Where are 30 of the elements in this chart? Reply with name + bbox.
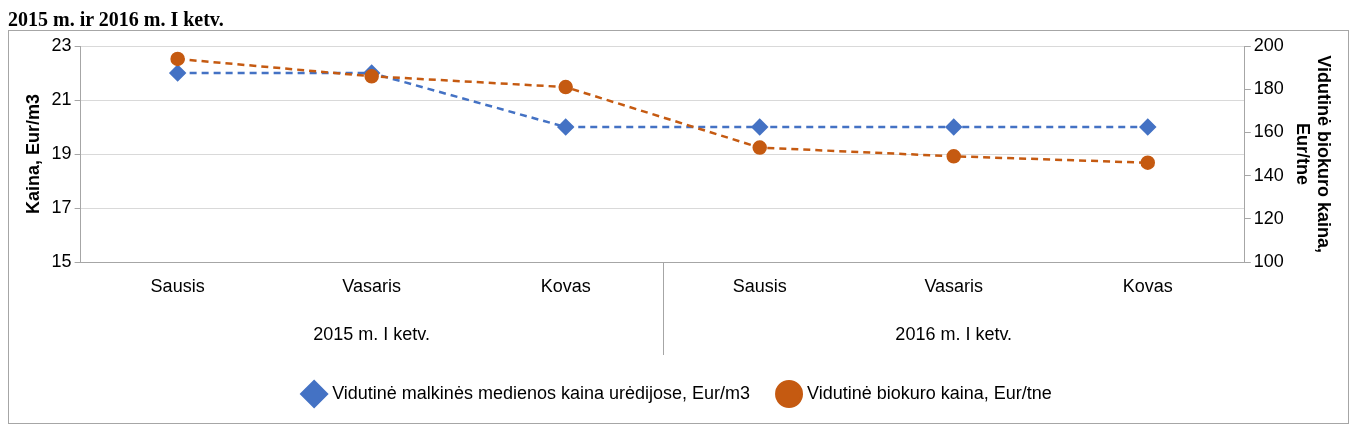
x-tick-label: Vasaris [924, 275, 984, 296]
y-tick-label: 19 [51, 143, 72, 164]
y2-tick-label: 140 [1253, 164, 1284, 185]
point [558, 79, 573, 95]
y-tick-label: 23 [51, 34, 72, 55]
y2-axis-title: Vidutinė biokuro kaina, Eur/tne [1292, 55, 1335, 253]
chart-title: 2015 m. ir 2016 m. I ketv. [8, 8, 225, 30]
y-tick-label: 21 [51, 89, 72, 110]
text: 2015 m. I ketv. [313, 323, 431, 344]
point [1140, 155, 1156, 170]
y2-tick-label: 160 [1253, 121, 1284, 142]
y2-tick-label: 100 [1253, 251, 1284, 272]
y-tick-label: 15 [51, 251, 72, 272]
x-tick-label: Kovas [1122, 275, 1173, 296]
text: 2016 m. I ketv. [895, 323, 1013, 344]
y2-tick-label: 200 [1253, 34, 1284, 55]
y2-tick-label: 180 [1253, 78, 1284, 99]
legend-label: Vidutinė malkinės medienos kaina urėdijose, Eur/m3 [332, 382, 751, 403]
x-tick-label: Kovas [540, 275, 591, 296]
point [752, 140, 767, 155]
y-axis-title: Kaina, Eur/m3 [22, 94, 43, 215]
y-tick-label: 17 [51, 197, 72, 218]
point [170, 51, 185, 67]
legend-label: Vidutinė biokuro kaina, Eur/tne [807, 382, 1052, 403]
x-tick-label: Sausis [150, 275, 205, 296]
x-tick-label: Vasaris [342, 275, 401, 296]
x-tick-label: Sausis [732, 275, 787, 296]
point [364, 69, 379, 84]
y2-tick-label: 120 [1253, 207, 1284, 228]
point [946, 149, 961, 164]
